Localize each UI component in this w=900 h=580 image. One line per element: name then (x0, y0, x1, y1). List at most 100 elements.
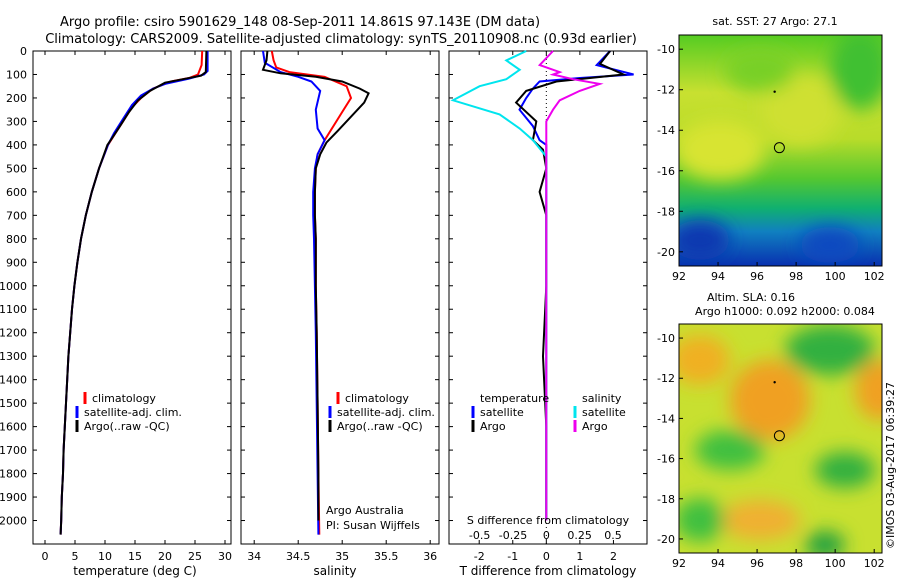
temperature-xlabel: temperature (deg C) (73, 564, 196, 578)
sla-map-axes: 92 94 96 98 100 102 -10 -12 -14 -16 -18 -20 (657, 332, 885, 570)
legend-sal-argo-label: Argo (582, 420, 608, 433)
s-tick-label: 0.25 (567, 529, 592, 542)
s-tick-label: 0.5 (604, 529, 622, 542)
legend-satellite-label: satellite-adj. clim. (337, 406, 435, 419)
map-y-tick-label: -10 (657, 43, 675, 56)
sla-map-title-line1: Altim. SLA: 0.16 (707, 291, 795, 304)
sst-map-title: sat. SST: 27 Argo: 27.1 (712, 15, 837, 28)
difference-xlabel-top: S difference from climatology (467, 514, 630, 527)
x-tick-label: -1 (507, 550, 518, 563)
sla-low-patch (679, 498, 725, 542)
y-tick-label: 1000 (0, 280, 27, 293)
legend-temp-satellite-label: satellite (480, 406, 524, 419)
map-x-tick-label: 100 (825, 270, 846, 283)
salinity-legend: climatology satellite-adj. clim. Argo(..… (328, 392, 435, 433)
sst-heatmap (679, 35, 882, 266)
copyright-stamp: ©IMOS 03-Aug-2017 06:39:27 (884, 382, 897, 549)
salinity-xlabel: salinity (313, 564, 356, 578)
x-tick-label: 34.5 (286, 550, 311, 563)
sla-high-patch (730, 360, 810, 440)
sla-low-patch (785, 325, 875, 375)
y-tick-label: 2000 (0, 515, 27, 528)
map-x-tick-label: 102 (864, 557, 885, 570)
legend-satellite-label: satellite-adj. clim. (84, 406, 182, 419)
salinity-annotation-line2: PI: Susan Wijffels (326, 519, 420, 532)
sst-cool-patch (830, 35, 882, 110)
temperature-legend: climatology satellite-adj. clim. Argo(..… (75, 392, 182, 433)
series-line-argo-raw-qc- (261, 50, 370, 521)
series-line-salinity-satellite (450, 50, 548, 521)
y-tick-label: 800 (6, 233, 27, 246)
series-line-temperature-argo (514, 50, 628, 521)
series-line-climatology (59, 50, 204, 535)
s-tick-label: 0 (543, 529, 550, 542)
sla-high-patch (720, 500, 800, 540)
sla-map-title-line2: Argo h1000: 0.092 h2000: 0.084 (695, 305, 875, 318)
series-line-salinity-argo (537, 50, 604, 521)
y-tick-label: 1900 (0, 491, 27, 504)
map-x-tick-label: 96 (750, 557, 764, 570)
map-x-tick-label: 98 (789, 557, 803, 570)
map-x-tick-label: 100 (825, 557, 846, 570)
map-x-tick-label: 92 (672, 270, 686, 283)
map-y-tick-label: -14 (657, 124, 675, 137)
x-tick-label: 2 (610, 550, 617, 563)
sst-cool-patch (725, 48, 795, 92)
temperature-panel-frame (32, 50, 232, 545)
sst-cool-patch (679, 220, 730, 260)
map-y-tick-label: -16 (657, 165, 675, 178)
legend-climatology-label: climatology (92, 392, 156, 405)
salinity-plot: 34 34.5 35 35.5 36 (241, 50, 439, 563)
y-tick-label: 1200 (0, 327, 27, 340)
series-line-satellite-adj-clim- (59, 51, 209, 535)
y-tick-label: 200 (6, 92, 27, 105)
sla-track-dot (773, 381, 776, 384)
map-y-tick-label: -16 (657, 453, 675, 466)
y-tick-label: 500 (6, 162, 27, 175)
y-tick-label: 900 (6, 256, 27, 269)
sla-low-patch (695, 430, 765, 470)
x-tick-label: -2 (474, 550, 485, 563)
y-tick-label: 1600 (0, 421, 27, 434)
legend-argo-label: Argo(..raw -QC) (84, 420, 170, 433)
map-y-tick-label: -20 (657, 533, 675, 546)
sst-cool-patch (800, 227, 860, 263)
legend-temperature-title: temperature (480, 392, 549, 405)
figure-title-line2: Climatology: CARS2009. Satellite-adjuste… (45, 32, 637, 47)
map-x-tick-label: 102 (864, 270, 885, 283)
map-y-tick-label: -20 (657, 246, 675, 259)
difference-plot: -2 -1 0 1 2 -0.5 -0.25 0 0.25 0.5 (449, 50, 647, 563)
x-tick-label: 34 (247, 550, 261, 563)
y-tick-label: 700 (6, 209, 27, 222)
y-tick-label: 600 (6, 186, 27, 199)
sla-high-patch (855, 360, 882, 420)
map-y-tick-label: -12 (657, 372, 675, 385)
difference-xlabel: T difference from climatology (459, 564, 637, 578)
sla-low-patch (805, 531, 845, 553)
x-tick-label: 30 (218, 550, 232, 563)
x-tick-label: 20 (158, 550, 172, 563)
legend-argo-label: Argo(..raw -QC) (337, 420, 423, 433)
series-line-argo-raw-qc- (59, 50, 208, 535)
map-x-tick-label: 94 (711, 270, 725, 283)
x-tick-label: 36 (423, 550, 437, 563)
sst-map-frame (678, 34, 883, 267)
map-y-tick-label: -18 (657, 205, 675, 218)
map-x-tick-label: 98 (789, 270, 803, 283)
sst-warm-patch (760, 75, 840, 145)
y-tick-label: 300 (6, 115, 27, 128)
map-y-tick-label: -12 (657, 84, 675, 97)
sla-map-frame (678, 323, 883, 554)
legend-temp-argo-label: Argo (480, 420, 506, 433)
y-tick-label: 0 (20, 45, 27, 58)
figure-title-line1: Argo profile: csiro 5901629_148 08-Sep-2… (60, 15, 540, 30)
y-tick-label: 1800 (0, 468, 27, 481)
x-tick-label: 5 (72, 550, 79, 563)
sla-heatmap (679, 324, 882, 553)
x-tick-label: 15 (128, 550, 142, 563)
y-tick-label: 100 (6, 68, 27, 81)
sla-low-patch (815, 452, 875, 488)
y-tick-label: 1300 (0, 350, 27, 363)
map-y-tick-label: -18 (657, 493, 675, 506)
